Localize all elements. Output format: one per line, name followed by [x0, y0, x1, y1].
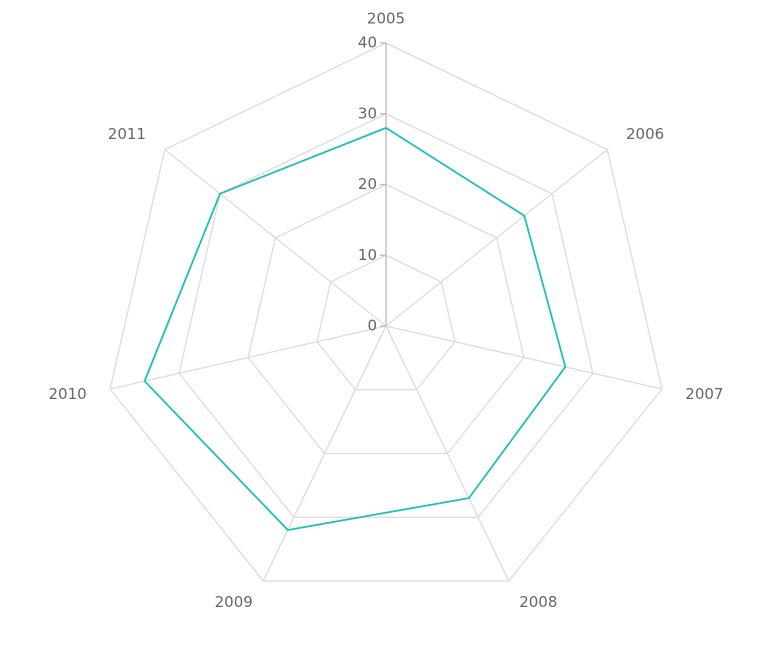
grid-line: [109, 42, 663, 582]
grid-line: [178, 113, 594, 518]
y-tick-label: 30: [358, 104, 377, 122]
category-label: 2010: [49, 385, 87, 403]
category-label: 2009: [215, 593, 253, 611]
spoke: [385, 149, 608, 327]
category-label: 2006: [626, 125, 664, 143]
y-tick-label: 20: [358, 175, 377, 193]
spoke: [262, 325, 387, 582]
y-tick-label: 0: [367, 317, 377, 335]
category-label: 2005: [367, 10, 405, 28]
category-label: 2007: [685, 385, 723, 403]
spoke: [164, 149, 387, 327]
spoke: [385, 325, 510, 582]
y-tick-label: 10: [358, 246, 377, 264]
y-tick-label: 40: [358, 34, 377, 52]
spoke: [385, 325, 663, 390]
series-line: [143, 126, 567, 531]
grid-line: [316, 254, 456, 391]
spoke: [109, 325, 387, 390]
category-label: 2008: [519, 593, 557, 611]
grid-line: [247, 183, 525, 455]
category-label: 2011: [108, 125, 146, 143]
